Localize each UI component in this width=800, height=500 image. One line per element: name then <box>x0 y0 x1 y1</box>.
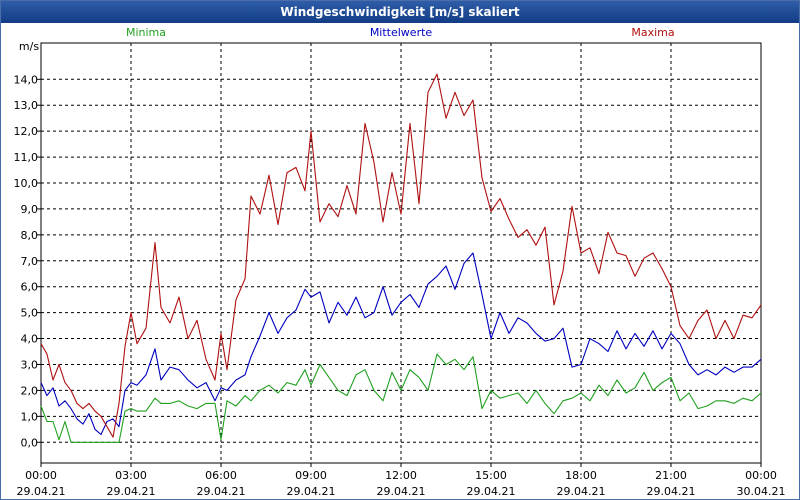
x-tick-date: 29.04.21 <box>17 485 66 498</box>
legend-mittelwerte: Mittelwerte <box>370 26 433 39</box>
series-line-minima <box>40 353 762 443</box>
x-tick-date: 29.04.21 <box>467 485 516 498</box>
y-tick-label: 11,0 <box>14 151 39 164</box>
y-tick-label: 3,0 <box>21 358 39 371</box>
chart-title: Windgeschwindigkeit [m/s] skaliert <box>1 1 799 23</box>
x-tick-time: 06:00 <box>205 469 237 482</box>
x-tick-time: 00:00 <box>745 469 777 482</box>
x-tick-time: 03:00 <box>115 469 147 482</box>
y-tick-label: 7,0 <box>21 255 39 268</box>
x-tick-time: 12:00 <box>385 469 417 482</box>
x-tick-time: 15:00 <box>475 469 507 482</box>
x-tick-time: 09:00 <box>295 469 327 482</box>
x-tick-date: 30.04.21 <box>737 485 786 498</box>
x-tick-date: 29.04.21 <box>377 485 426 498</box>
y-tick-label: 9,0 <box>21 203 39 216</box>
legend-maxima: Maxima <box>631 26 674 39</box>
series-line-mittelwerte <box>40 252 762 436</box>
x-tick-time: 18:00 <box>565 469 597 482</box>
series-layer <box>40 73 762 443</box>
tick-labels: 0,0 1,0 2,0 3,0 4,0 5,0 6,0 7,0 8,0 9,0 10,0 11,0 12… <box>14 73 786 498</box>
x-tick-time: 21:00 <box>655 469 687 482</box>
x-tick-date: 29.04.21 <box>557 485 606 498</box>
x-tick-date: 29.04.21 <box>287 485 336 498</box>
series-line-maxima <box>40 73 762 438</box>
x-tick-date: 29.04.21 <box>647 485 696 498</box>
y-tick-label: 8,0 <box>21 229 39 242</box>
x-tick-date: 29.04.21 <box>107 485 156 498</box>
y-tick-label: 1,0 <box>21 410 39 423</box>
y-tick-label: 4,0 <box>21 333 39 346</box>
y-tick-label: 6,0 <box>21 281 39 294</box>
grid <box>37 43 762 467</box>
x-tick-time: 00:00 <box>25 469 57 482</box>
y-tick-label: 14,0 <box>14 73 39 86</box>
y-tick-label: 12,0 <box>14 125 39 138</box>
y-tick-label: 5,0 <box>21 307 39 320</box>
y-tick-label: 2,0 <box>21 384 39 397</box>
y-tick-label: 10,0 <box>14 177 39 190</box>
y-tick-label: 13,0 <box>14 99 39 112</box>
y-tick-label: 0,0 <box>21 436 39 449</box>
legend-minima: Minima <box>126 26 166 39</box>
x-tick-date: 29.04.21 <box>197 485 246 498</box>
y-axis-unit: m/s <box>19 40 39 53</box>
